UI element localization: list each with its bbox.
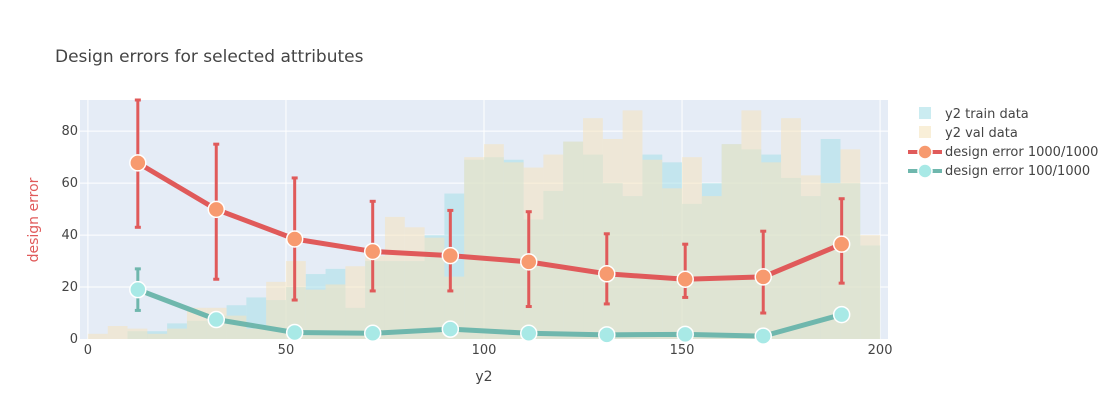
series-1000 [129,98,851,315]
x-axis-ticks: 0 50 100 150 200 [84,343,893,358]
data-point[interactable] [676,270,694,288]
data-point[interactable] [832,235,851,253]
legend-label: y2 train data [945,107,1029,122]
histogram-bar [820,183,841,339]
histogram-bar [107,326,128,339]
data-point[interactable] [285,230,304,248]
histogram-bar [583,118,603,339]
histogram-bar [484,144,504,339]
y-axis-title: design error [26,177,42,262]
legend-swatch [919,107,931,119]
legend: y2 train data y2 val data design error 100… [908,107,1098,179]
histogram-bar [384,216,405,339]
legend-label: design error 100/1000 [945,164,1090,179]
histogram-bar [87,333,108,339]
histogram-bar [266,281,286,339]
y-tick-label: 20 [61,280,78,295]
y-tick-label: 80 [61,124,78,139]
x-tick-label: 150 [670,343,695,358]
data-point[interactable] [676,325,694,344]
histogram-bar [305,289,326,339]
chart-title: Design errors for selected attributes [55,47,364,67]
legend-label: y2 val data [945,126,1018,141]
series-line [136,160,843,282]
y-tick-label: 60 [61,176,78,191]
y-tick-label: 40 [61,228,78,243]
legend-label: design error 1000/1000 [945,145,1098,160]
histogram-bar [622,110,643,340]
x-tick-label: 200 [868,343,893,358]
legend-item[interactable]: design error 1000/1000 [908,144,1098,160]
data-point[interactable] [441,246,460,265]
y-axis-ticks: 0 20 40 60 80 [61,124,78,347]
data-point[interactable] [129,154,147,172]
histogram-bar [503,162,524,339]
histogram-bar [741,110,762,340]
legend-swatch [919,126,931,138]
histogram-bar [404,227,425,339]
data-point[interactable] [363,324,382,343]
data-point[interactable] [285,323,304,342]
histogram-bar [147,333,168,339]
data-point[interactable] [598,326,616,344]
legend-item[interactable]: y2 train data [919,107,1029,122]
histogram-bar [701,196,722,339]
data-point[interactable] [754,268,772,286]
histogram-bar [365,255,385,339]
series-line [136,287,843,339]
data-point[interactable] [207,310,226,329]
error-series [129,98,851,345]
x-tick-label: 0 [84,343,92,358]
histogram-bar [662,188,683,339]
histogram-bar [563,141,584,339]
data-point[interactable] [207,200,226,219]
x-tick-label: 100 [472,343,497,358]
histogram-bar [325,284,346,339]
data-point[interactable] [520,324,538,343]
series-100 [129,267,851,345]
y-tick-label: 0 [70,332,78,347]
data-point[interactable] [520,253,538,271]
histogram-bar [226,315,247,339]
histogram-bar [127,328,148,339]
histogram-bar [523,167,544,339]
histogram-bar [167,328,187,339]
legend-item[interactable]: design error 100/1000 [908,163,1090,179]
data-point[interactable] [129,280,147,299]
histogram-bar [781,118,801,339]
histogram-bar [424,237,445,339]
data-point[interactable] [441,320,460,338]
legend-item[interactable]: y2 val data [919,126,1018,141]
x-axis-title: y2 [475,369,492,385]
histogram-bar [543,154,564,339]
histogram-bar [345,266,366,339]
histogram-bar [246,328,267,339]
data-point[interactable] [754,327,772,345]
legend-marker [917,163,933,179]
histogram-bar [721,144,742,339]
histogram-bar [682,157,702,339]
data-point[interactable] [832,305,851,324]
legend-marker [917,144,933,160]
histogram-bar [642,159,663,339]
data-point[interactable] [598,265,616,283]
histogram-bar [860,235,881,339]
histogram-bar [464,157,484,339]
x-tick-label: 50 [278,343,295,358]
data-point[interactable] [363,242,382,261]
histogram-bar [761,162,782,339]
